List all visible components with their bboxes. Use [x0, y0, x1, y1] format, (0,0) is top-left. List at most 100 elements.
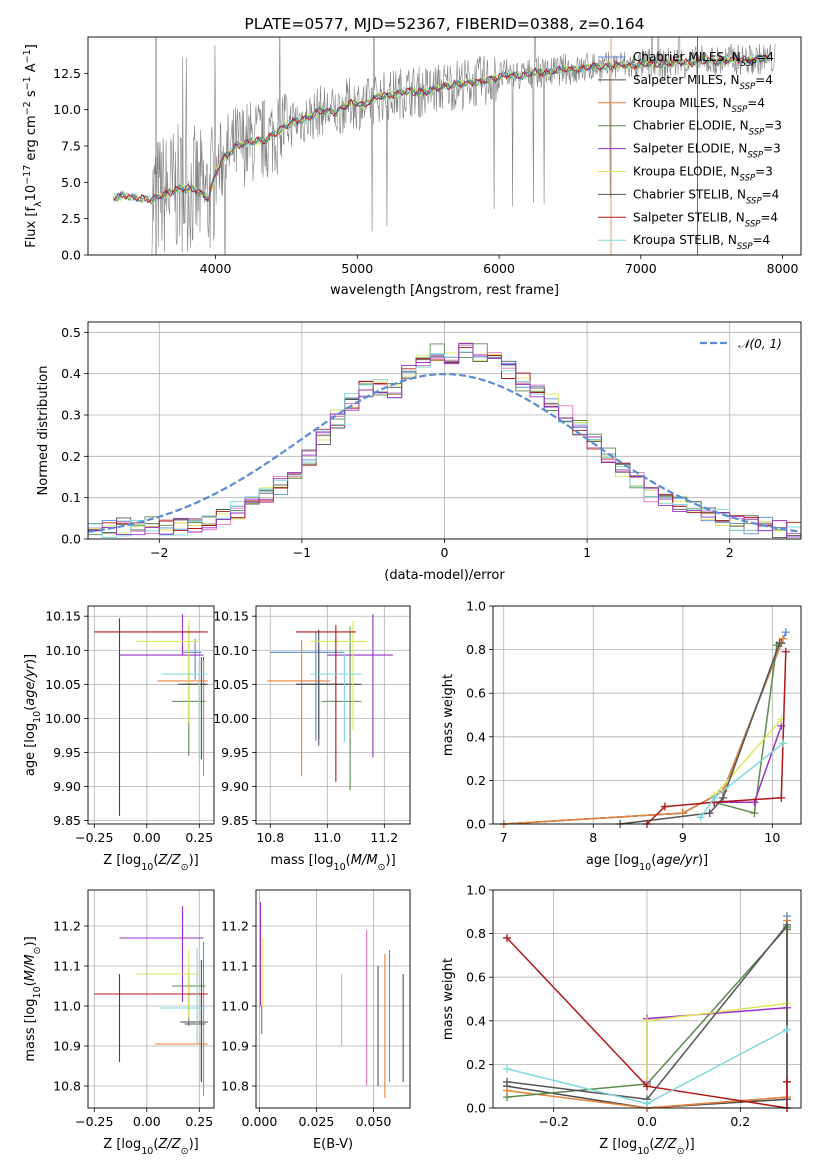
model-salpeter-stelib — [113, 53, 769, 204]
y-tick-label: 0.2 — [466, 1057, 486, 1072]
y-tick-label: 0.0 — [466, 1101, 486, 1116]
x-tick-label: 7000 — [625, 261, 657, 276]
errorbar-plot — [94, 614, 208, 816]
legend-entry-count: =3 — [764, 119, 782, 133]
legend-entry: 𝒩(0, 1) — [738, 337, 782, 351]
legend-entry: Chabrier STELIB, NSSP=4 — [633, 187, 779, 206]
y-axis-label: age [log10(age/yr)] — [23, 654, 43, 776]
y-tick-label: 10.05 — [45, 677, 81, 692]
panel-massweight-vs-Z: −0.2 0.0 0.2 0.0 0.2 0.4 0.6 0.8 1.0 Z [log10(Z/Z… — [441, 883, 802, 1157]
legend-entry-name: Kroupa ELODIE, N — [633, 165, 740, 179]
legend-entry-sub: SSP — [737, 242, 753, 252]
y-tick-label: 9.85 — [53, 813, 81, 828]
y-tick-label: 10.05 — [213, 677, 249, 692]
y-tick-label: 10.10 — [45, 643, 81, 658]
legend-entry-name: Chabrier MILES, N — [633, 50, 741, 64]
axes-frame — [87, 605, 215, 825]
massweight-marker — [503, 1093, 511, 1102]
legend-entry-sub: SSP — [746, 196, 762, 206]
legend-entry: Salpeter MILES, NSSP=4 — [633, 73, 773, 92]
y-tick-label: 9.95 — [53, 745, 81, 760]
legend-entry-name: Kroupa STELIB, N — [633, 233, 737, 247]
y-tick-label: 10.9 — [53, 1039, 81, 1054]
massweight-line — [713, 718, 782, 797]
y-tick-label: 11.2 — [53, 919, 81, 934]
x-tick-label: 0.00 — [133, 830, 161, 845]
x-tick-label: 10.8 — [256, 830, 284, 845]
legend-entry: Kroupa STELIB, NSSP=4 — [633, 233, 770, 252]
y-tick-label: 11.1 — [53, 959, 81, 974]
y-tick-label: 9.95 — [221, 745, 249, 760]
legend-entry-name: Salpeter STELIB, N — [633, 210, 745, 224]
massweight-marker — [781, 628, 790, 637]
histogram-step — [88, 351, 801, 539]
y-tick-label: 1.0 — [466, 599, 486, 614]
y-tick-label: 10.00 — [213, 711, 249, 726]
massweight-marker — [643, 1016, 651, 1025]
legend-entry: Chabrier MILES, NSSP=4 — [633, 50, 774, 69]
y-tick-label: 12.5 — [53, 66, 81, 81]
massweight-marker — [696, 813, 705, 822]
x-tick-label: 0.25 — [185, 1114, 213, 1129]
legend-entry: Kroupa MILES, NSSP=4 — [633, 96, 765, 115]
y-axis-label: Flux [fλ10−17 erg cm−2 s−1 A−1] — [22, 44, 44, 248]
massweight-line — [506, 922, 788, 1101]
massweight-marker — [503, 1064, 511, 1073]
y-tick-label: 0.5 — [61, 325, 81, 340]
legend-entry-sub: SSP — [740, 82, 756, 92]
errorbar-plot — [260, 902, 404, 1098]
massweight-plot — [503, 912, 791, 1112]
x-tick-label: 7 — [500, 830, 508, 845]
y-tick-label: 10.00 — [45, 711, 81, 726]
x-tick-label: 0.00 — [133, 1114, 161, 1129]
y-axis-label: mass [log10(M/M⊙)] — [23, 936, 43, 1061]
legend-entry-name: Chabrier STELIB, N — [633, 187, 746, 201]
x-tick-label: 11.2 — [370, 830, 398, 845]
panel-age-vs-mass: 10.8 11.0 11.2 9.85 9.90 9.95 10.00 10.05 10.10 1… — [213, 605, 411, 873]
massweight-marker — [779, 739, 788, 748]
y-tick-label: 10.15 — [213, 609, 249, 624]
y-tick-label: 7.5 — [61, 139, 81, 154]
legend-entry-sub: SSP — [732, 105, 748, 115]
x-tick-label: 1 — [583, 545, 591, 560]
panel-spectrum: 4000 5000 6000 7000 8000 0.0 2.5 5.0 7.5 10.0 12.5… — [22, 15, 802, 298]
y-tick-label: 9.90 — [53, 779, 81, 794]
panel-mass-vs-Z: −0.25 0.00 0.25 10.8 10.9 11.0 11.1 11.2 Z [log1… — [23, 889, 215, 1157]
x-tick-label: 0.025 — [299, 1114, 335, 1129]
x-axis-label: wavelength [Angstrom, rest frame] — [330, 283, 559, 298]
histogram-step — [88, 343, 801, 539]
panel-massweight-vs-age: 7 8 9 10 0.0 0.2 0.4 0.6 0.8 1.0 age [log10(age/yr… — [441, 599, 802, 873]
axes-frame — [87, 889, 215, 1109]
y-axis-label: mass weight — [441, 958, 456, 1040]
x-tick-label: 8 — [589, 830, 597, 845]
massweight-line — [503, 642, 782, 825]
massweight-line — [620, 642, 781, 825]
chart-title: PLATE=0577, MJD=52367, FIBERID=0388, z=0… — [244, 15, 644, 33]
x-tick-label: 4000 — [200, 261, 232, 276]
y-tick-label: 10.0 — [53, 102, 81, 117]
y-tick-label: 0.3 — [61, 408, 81, 423]
gaussian-curve — [88, 373, 799, 533]
legend-entry: Chabrier ELODIE, NSSP=3 — [633, 119, 782, 138]
y-tick-label: 11.2 — [221, 919, 249, 934]
x-tick-label: 9 — [679, 830, 687, 845]
x-axis-label: mass [log10(M/M⊙)] — [270, 853, 395, 873]
x-tick-label: 11.0 — [313, 830, 341, 845]
legend-entry: Salpeter STELIB, NSSP=4 — [633, 210, 778, 229]
y-tick-label: 2.5 — [61, 211, 81, 226]
y-axis-label: Normed distribution — [36, 366, 51, 496]
massweight-line — [503, 638, 784, 825]
x-tick-label: −1 — [293, 545, 311, 560]
y-tick-label: 0.0 — [466, 817, 486, 832]
axes-frame — [87, 36, 802, 256]
massweight-line — [506, 937, 788, 1109]
legend-entry-name: Kroupa MILES, N — [633, 96, 732, 110]
x-axis-label: Z [log10(Z/Z⊙)] — [103, 853, 198, 873]
x-tick-label: 0.000 — [242, 1114, 278, 1129]
y-tick-label: 0.8 — [466, 926, 486, 941]
x-tick-label: −0.25 — [75, 1114, 113, 1129]
axes-frame — [255, 889, 411, 1109]
x-tick-label: −2 — [150, 545, 168, 560]
spectrum-plot — [113, 37, 776, 255]
